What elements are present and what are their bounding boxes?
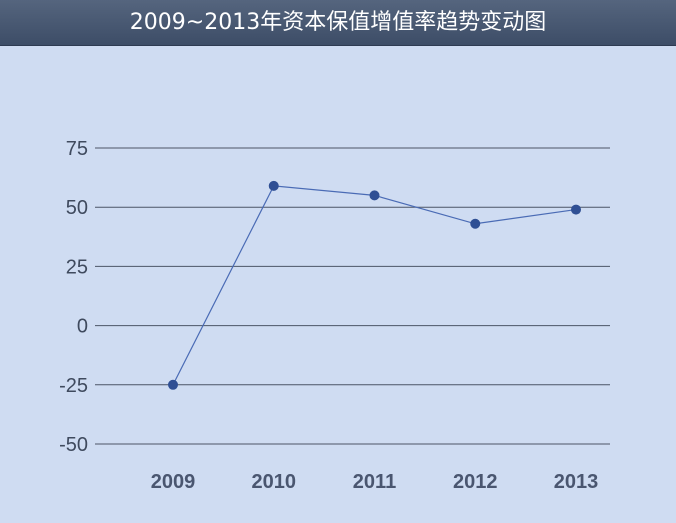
grid-lines <box>95 147 610 445</box>
data-point <box>268 180 279 191</box>
y-axis-ticks: 75 50 25 0 -25 -50 <box>59 138 88 456</box>
x-tick-label: 2010 <box>252 471 297 493</box>
series-group <box>168 180 581 390</box>
x-tick-label: 2009 <box>151 471 196 493</box>
y-tick-label: 75 <box>66 138 88 160</box>
series-line <box>172 185 577 386</box>
data-point <box>571 204 581 215</box>
y-tick-label: -25 <box>59 375 88 397</box>
x-tick-label: 2013 <box>554 471 599 493</box>
y-tick-label: 0 <box>77 316 88 338</box>
x-axis-ticks: 2009 2010 2011 2012 2013 <box>151 471 599 493</box>
x-tick-label: 2012 <box>453 471 498 493</box>
data-point <box>470 218 481 229</box>
y-tick-label: -50 <box>59 434 88 456</box>
y-tick-label: 50 <box>66 197 88 219</box>
y-tick-label: 25 <box>66 256 88 278</box>
title-bar <box>0 0 676 46</box>
x-tick-label: 2011 <box>353 471 396 493</box>
data-point <box>168 379 178 390</box>
chart-title: 2009~2013年资本保值增值率趋势变动图 <box>129 10 547 35</box>
data-point <box>369 190 380 201</box>
